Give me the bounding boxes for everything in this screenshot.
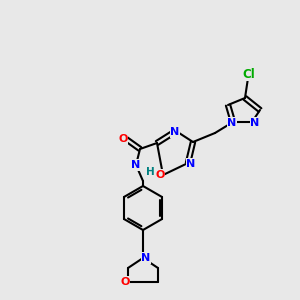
Text: Cl: Cl: [243, 68, 255, 80]
Text: O: O: [120, 277, 130, 287]
Text: N: N: [170, 127, 180, 137]
Text: N: N: [186, 159, 196, 169]
Text: N: N: [250, 118, 260, 128]
Text: H: H: [146, 167, 154, 177]
Text: N: N: [227, 118, 237, 128]
Text: N: N: [141, 253, 151, 263]
Text: N: N: [131, 160, 141, 170]
Text: O: O: [155, 170, 165, 180]
Text: O: O: [118, 134, 128, 144]
